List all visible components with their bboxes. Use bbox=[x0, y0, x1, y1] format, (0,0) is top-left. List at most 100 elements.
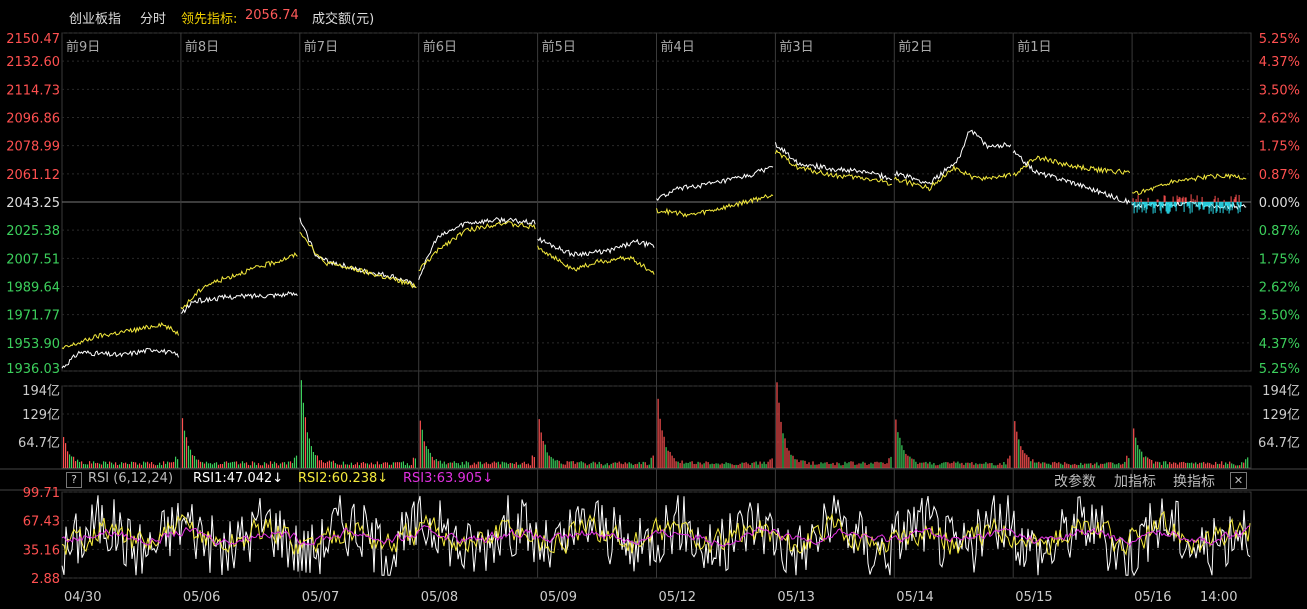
volume-bar bbox=[233, 461, 236, 468]
close-icon[interactable]: ✕ bbox=[1230, 472, 1247, 489]
lead-line bbox=[774, 149, 892, 186]
volume-bar bbox=[125, 462, 127, 468]
volume-bar bbox=[63, 437, 65, 468]
volume-tick-label: 64.7亿 bbox=[1258, 436, 1300, 451]
volume-bar bbox=[846, 463, 848, 468]
volume-bar bbox=[207, 463, 210, 468]
volume-bar bbox=[149, 463, 151, 468]
volume-bar bbox=[848, 462, 850, 468]
volume-bar bbox=[412, 457, 414, 468]
volume-bar bbox=[663, 436, 665, 468]
volume-bar bbox=[330, 461, 332, 468]
volume-bar bbox=[626, 463, 628, 468]
volume-bar bbox=[640, 464, 642, 468]
volume-bar bbox=[316, 455, 318, 468]
volume-bar bbox=[473, 462, 475, 468]
volume-bar bbox=[957, 461, 959, 468]
volume-bar bbox=[828, 463, 830, 468]
volume-bar bbox=[570, 461, 572, 468]
volume-tick-label: 194亿 bbox=[1262, 384, 1300, 399]
volume-bar bbox=[923, 462, 925, 468]
volume-bar bbox=[552, 458, 554, 468]
volume-bar bbox=[1050, 464, 1052, 468]
volume-bar bbox=[123, 463, 125, 468]
volume-bar bbox=[115, 462, 117, 468]
volume-bar bbox=[721, 463, 723, 468]
date-label: 05/16 bbox=[1134, 590, 1171, 605]
volume-bar bbox=[368, 464, 370, 468]
index-name[interactable]: 创业板指 bbox=[69, 12, 122, 27]
volume-bar bbox=[745, 462, 747, 468]
indicator-help-icon[interactable]: ? bbox=[66, 472, 82, 488]
price-tick-label: 1936.03 bbox=[6, 362, 60, 377]
volume-bar bbox=[1022, 450, 1024, 468]
volume-bar bbox=[1112, 462, 1114, 468]
volume-bar bbox=[544, 444, 546, 468]
volume-bar bbox=[1046, 463, 1048, 468]
volume-bar bbox=[677, 461, 679, 468]
volume-bar bbox=[1203, 461, 1205, 468]
day-label: 前8日 bbox=[185, 39, 219, 55]
volume-bar bbox=[320, 460, 322, 468]
volume-bar bbox=[1088, 463, 1090, 468]
volume-bar bbox=[895, 419, 897, 468]
volume-bar bbox=[699, 462, 701, 468]
volume-bar bbox=[1076, 464, 1078, 468]
volume-bar bbox=[1052, 462, 1054, 468]
edit-params-button[interactable]: 改参数 bbox=[1054, 474, 1096, 490]
volume-bar bbox=[328, 460, 330, 468]
rsi3-value: RSI3:63.905↓ bbox=[403, 471, 494, 486]
volume-bar bbox=[1114, 464, 1116, 468]
day-label: 前7日 bbox=[304, 39, 338, 55]
volume-bar bbox=[572, 461, 574, 468]
volume-bar bbox=[1100, 463, 1102, 468]
volume-bar bbox=[554, 460, 556, 468]
volume-bar bbox=[89, 461, 91, 468]
volume-bar bbox=[113, 464, 115, 468]
volume-bar bbox=[493, 461, 495, 468]
lead-line bbox=[180, 251, 298, 310]
volume-bar bbox=[941, 463, 943, 468]
volume-bar bbox=[582, 462, 584, 468]
volume-bar bbox=[81, 461, 83, 468]
volume-bar bbox=[646, 465, 648, 468]
volume-bar bbox=[293, 457, 296, 468]
volume-bar bbox=[705, 461, 707, 468]
volume-bar bbox=[378, 464, 380, 468]
volume-bar bbox=[139, 463, 141, 468]
volume-bar bbox=[576, 462, 578, 468]
volume-bar bbox=[1016, 431, 1018, 468]
volume-bar bbox=[350, 462, 352, 468]
volume-bar bbox=[967, 462, 969, 468]
volume-bar bbox=[429, 452, 431, 468]
add-indicator-button[interactable]: 加指标 bbox=[1114, 474, 1156, 490]
volume-bar bbox=[143, 461, 145, 468]
volume-bar bbox=[215, 462, 218, 468]
volume-bar bbox=[127, 463, 129, 468]
volume-bar bbox=[832, 462, 834, 468]
volume-bar bbox=[588, 464, 590, 468]
volume-bar bbox=[483, 463, 485, 468]
volume-bar bbox=[433, 460, 435, 468]
switch-indicator-button[interactable]: 换指标 bbox=[1173, 474, 1215, 490]
volume-bar bbox=[380, 464, 382, 468]
volume-bar bbox=[574, 463, 576, 468]
volume-bar bbox=[872, 463, 874, 468]
volume-bar bbox=[185, 437, 188, 468]
pct-tick-label: 5.25% bbox=[1259, 32, 1300, 47]
volume-bar bbox=[963, 464, 965, 468]
volume-bar bbox=[197, 459, 200, 468]
volume-bar bbox=[695, 463, 697, 468]
chart-mode[interactable]: 分时 bbox=[140, 12, 167, 27]
volume-bar bbox=[548, 455, 550, 468]
volume-bar bbox=[521, 462, 523, 468]
volume-bar bbox=[1169, 462, 1171, 468]
volume-bar bbox=[590, 463, 592, 468]
volume-bar bbox=[1171, 463, 1173, 468]
volume-bar bbox=[1120, 464, 1122, 468]
volume-bar bbox=[459, 465, 461, 468]
volume-bar bbox=[237, 464, 240, 468]
indicator-name[interactable]: RSI (6,12,24) bbox=[88, 471, 174, 486]
volume-bar bbox=[1074, 463, 1076, 468]
